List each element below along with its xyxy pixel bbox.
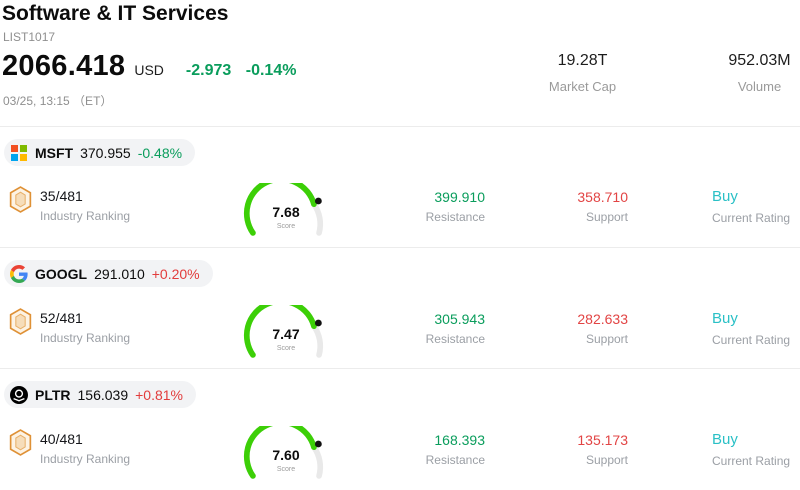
rating-value: Buy: [712, 309, 738, 327]
industry-ranking-value: 35/481: [40, 188, 83, 205]
rating-column: Buy Current Rating: [712, 431, 790, 468]
stock-change-percent: +0.20%: [151, 265, 200, 282]
stock-section: PLTR 156.039 +0.81% 40/481 Industry Rank…: [0, 368, 800, 489]
index-change-percent: -0.14%: [245, 62, 297, 79]
support-label: Support: [585, 331, 628, 346]
volume-value: 952.03M: [728, 52, 791, 69]
score-gauge-arc: [243, 304, 324, 358]
volume-label: Volume: [737, 79, 782, 94]
resistance-label: Resistance: [425, 210, 485, 225]
rating-label: Current Rating: [712, 211, 791, 226]
market-cap-value: 19.28T: [557, 52, 608, 69]
resistance-label: Resistance: [425, 331, 485, 346]
gauge-needle-dot: [314, 440, 322, 447]
market-cap-stat: 19.28T Market Cap: [515, 52, 650, 94]
support-column: 135.173 Support: [577, 432, 628, 467]
resistance-label: Resistance: [425, 452, 485, 467]
industry-ranking: 40/481 Industry Ranking: [40, 431, 130, 466]
resistance-column: 399.910 Resistance: [426, 189, 485, 224]
stock-price: 156.039: [77, 386, 129, 403]
resistance-column: 168.393 Resistance: [426, 432, 485, 467]
market-cap-label: Market Cap: [548, 79, 617, 94]
score-gauge-arc: [243, 183, 324, 237]
resistance-value: 168.393: [434, 431, 485, 448]
stock-metrics-row: 52/481 Industry Ranking 7.47 Score 305.9…: [0, 303, 800, 369]
rating-column: Buy Current Rating: [712, 310, 790, 347]
page-title: Software & IT Services: [2, 2, 229, 25]
rating-value: Buy: [712, 188, 738, 206]
score-value: 7.68: [272, 204, 300, 221]
google-logo: [10, 264, 28, 283]
score-gauge: 7.47 Score: [240, 304, 332, 362]
index-price: 2066.418: [2, 50, 126, 82]
score-value: 7.47: [272, 325, 300, 342]
stock-ticker: PLTR: [35, 386, 71, 403]
score-label: Score: [276, 344, 296, 352]
index-change: -2.973 -0.14%: [186, 62, 297, 80]
stock-ticker: GOOGL: [35, 265, 88, 282]
ranking-badge-icon: [9, 186, 32, 218]
industry-ranking-label: Industry Ranking: [40, 330, 131, 345]
score-gauge: 7.68 Score: [240, 183, 332, 240]
stock-price: 370.955: [80, 144, 131, 161]
stock-section: GOOGL 291.010 +0.20% 52/481 Industry Ran…: [0, 247, 800, 368]
resistance-column: 305.943 Resistance: [426, 311, 485, 346]
support-column: 358.710 Support: [577, 189, 628, 224]
resistance-value: 399.910: [434, 189, 485, 206]
rating-label: Current Rating: [712, 453, 791, 468]
industry-ranking-label: Industry Ranking: [40, 209, 131, 224]
ranking-badge-icon: [9, 428, 32, 461]
rating-value: Buy: [712, 430, 738, 448]
index-change-value: -2.973: [185, 62, 232, 79]
stock-chip[interactable]: MSFT 370.955 -0.48%: [4, 139, 196, 167]
stock-list: MSFT 370.955 -0.48% 35/481 Industry Rank…: [0, 126, 800, 489]
list-id: LIST1017: [3, 30, 56, 44]
score-gauge: 7.60 Score: [240, 425, 332, 483]
microsoft-logo: [10, 144, 28, 162]
stock-change-percent: +0.81%: [135, 386, 183, 403]
stock-change-percent: -0.48%: [137, 144, 183, 161]
stock-ticker: MSFT: [35, 144, 74, 161]
support-value: 282.633: [577, 310, 628, 327]
stock-metrics-row: 40/481 Industry Ranking 7.60 Score 168.3…: [0, 424, 800, 490]
rating-label: Current Rating: [712, 332, 791, 347]
support-label: Support: [585, 452, 628, 467]
ranking-badge-icon: [9, 307, 32, 340]
industry-ranking-label: Industry Ranking: [40, 451, 131, 466]
industry-ranking-value: 52/481: [40, 309, 83, 326]
stock-chip[interactable]: PLTR 156.039 +0.81%: [4, 381, 196, 408]
industry-ranking: 52/481 Industry Ranking: [40, 310, 130, 345]
gauge-needle-dot: [314, 319, 322, 326]
score-gauge-arc: [243, 425, 324, 479]
header: Software & IT Services LIST1017 2066.418…: [0, 0, 800, 126]
currency-label: USD: [134, 62, 164, 78]
score-label: Score: [276, 465, 296, 473]
quote-timestamp: 03/25, 13:15 （ET）: [3, 94, 113, 108]
index-price-line: 2066.418 USD -2.973 -0.14%: [2, 50, 296, 83]
support-value: 135.173: [577, 431, 628, 448]
volume-stat: 952.03M Volume: [712, 52, 800, 94]
support-label: Support: [585, 210, 628, 225]
industry-ranking-value: 40/481: [40, 430, 83, 447]
support-value: 358.710: [577, 189, 628, 206]
support-column: 282.633 Support: [577, 311, 628, 346]
gauge-needle-dot: [314, 197, 322, 205]
resistance-value: 305.943: [434, 310, 485, 327]
rating-column: Buy Current Rating: [712, 188, 790, 225]
stock-metrics-row: 35/481 Industry Ranking 7.68 Score 399.9…: [0, 181, 800, 247]
industry-ranking: 35/481 Industry Ranking: [40, 188, 130, 223]
palantir-logo: [10, 385, 28, 404]
stock-chip[interactable]: GOOGL 291.010 +0.20%: [4, 260, 213, 287]
stock-price: 291.010: [94, 265, 145, 282]
score-value: 7.60: [272, 446, 300, 463]
score-label: Score: [276, 223, 296, 231]
stock-section: MSFT 370.955 -0.48% 35/481 Industry Rank…: [0, 126, 800, 247]
